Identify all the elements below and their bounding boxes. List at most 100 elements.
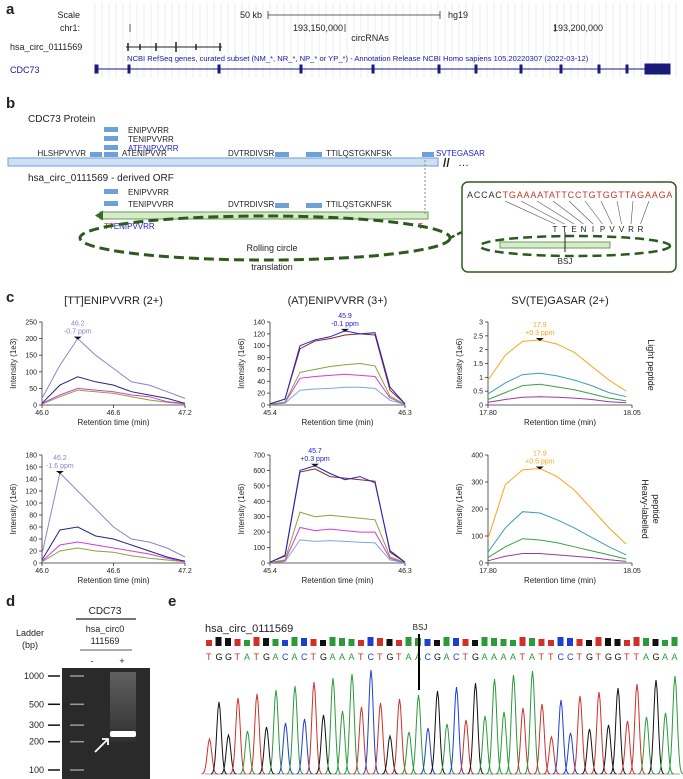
quality-bar	[671, 637, 678, 646]
residue: N	[581, 225, 587, 234]
series-line	[269, 511, 406, 563]
chart: 0 100 200 300 400 500 600 700 45.4 46.3 Retention …	[237, 448, 412, 585]
series-line	[269, 330, 406, 405]
y-tick-label: 20	[257, 391, 265, 398]
ladder-label: 200	[29, 737, 44, 747]
x-tick-label: 46.0	[35, 568, 49, 575]
y-tick-label: 300	[253, 514, 265, 521]
track-label: circRNAs	[351, 33, 389, 43]
series-line	[487, 553, 627, 562]
trace-peak	[372, 702, 389, 775]
y-tick-label: 140	[25, 477, 37, 484]
chart: [TT]ENIPVVRR (2+) 0 50 100 150 200 250 46.0 46.6…	[9, 295, 192, 427]
quality-bar	[310, 639, 317, 646]
quality-bar	[624, 640, 630, 646]
ladder-title: (bp)	[22, 640, 38, 650]
axis	[487, 455, 632, 564]
x-tick-label: 47.2	[178, 568, 192, 575]
trace-peak	[647, 679, 665, 775]
quality-bar	[633, 637, 640, 646]
caption: Rolling circle	[246, 243, 297, 253]
quality-bar	[529, 638, 535, 646]
y-tick-label: 40	[257, 379, 265, 386]
peak-rt: 45.9	[338, 313, 352, 320]
y-tick-label: 100	[471, 534, 483, 541]
chr-label: chr1:	[60, 23, 80, 33]
y-axis-label: Intensity (1e6)	[237, 338, 246, 389]
series-line	[41, 547, 186, 563]
trace-peak	[524, 670, 541, 775]
trace-peak	[552, 699, 570, 775]
x-tick-label: 46.3	[398, 568, 412, 575]
trace-peak	[467, 682, 484, 775]
trace-peak	[581, 728, 598, 775]
y-tick-label: 2.5	[473, 333, 483, 340]
chart: (AT)ENIPVVRR (3+) 0 20 40 60 80 100 120 140 45.4 4…	[237, 295, 412, 427]
series-line	[487, 339, 627, 392]
y-tick-label: 100	[253, 545, 265, 552]
quality-bar	[595, 637, 602, 646]
series-line	[41, 389, 186, 405]
trace-peak	[286, 685, 304, 775]
residue: R	[638, 225, 644, 234]
peak-rt: 45.7	[308, 448, 322, 455]
residue: P	[600, 225, 605, 234]
gene-name: CDC73	[10, 65, 40, 75]
peak-rt: 17.9	[533, 322, 547, 329]
y-axis-label: Intensity (1e6)	[237, 483, 246, 534]
quality-bar	[291, 637, 298, 646]
trace-peak	[353, 706, 370, 775]
x-tick-label: 46.3	[398, 410, 412, 417]
trace-peak	[505, 674, 522, 775]
coordinate: 193,200,000	[553, 23, 603, 33]
quality-bar	[301, 638, 307, 646]
peptide: DVTRDIVSR	[228, 200, 274, 209]
trace-peak	[448, 686, 465, 775]
y-tick-label: 1	[479, 375, 483, 382]
codon-link	[584, 200, 603, 225]
trace-peak	[609, 687, 627, 775]
quality-bar	[443, 637, 450, 646]
y-tick-label: 60	[257, 367, 265, 374]
quality-bar	[320, 640, 326, 646]
x-tick-label: 47.2	[178, 410, 192, 417]
y-tick-label: 250	[25, 320, 37, 327]
series-line	[487, 511, 627, 556]
trace-peak	[619, 720, 636, 775]
refseq-label: NCBI RefSeq genes, curated subset (NM_*,…	[127, 54, 589, 63]
inset-sequence: ACCACTGAAAATATTCCTGTGGTTAGAAGA	[467, 190, 673, 200]
gel-title: CDC73	[89, 606, 122, 617]
series-line	[487, 396, 627, 404]
series-line	[269, 362, 406, 405]
ladder-label: 1000	[24, 671, 44, 681]
row-label: Light peptide	[646, 339, 656, 391]
x-axis-label: Retention time (min)	[301, 576, 373, 585]
y-tick-label: 20	[29, 549, 37, 556]
x-tick-label: 45.4	[263, 410, 277, 417]
peak-marker	[341, 328, 349, 332]
peak-marker	[311, 463, 319, 467]
x-axis-label: Retention time (min)	[77, 576, 149, 585]
rolling-circle	[78, 214, 452, 262]
row-label: peptide	[651, 494, 661, 524]
lane-label: -	[91, 656, 94, 666]
peptide: ENIPVVRR	[128, 126, 169, 135]
quality-bar	[272, 639, 279, 646]
peak-ppm: +0.3 ppm	[525, 330, 555, 337]
peak-marker	[55, 471, 64, 474]
gene-track	[94, 63, 671, 75]
residue: T	[553, 225, 558, 234]
trace-peak	[296, 718, 313, 775]
trace-peak	[571, 695, 589, 775]
quality-bar	[662, 640, 668, 646]
series-line	[41, 387, 186, 404]
series-line	[487, 372, 627, 398]
trace-peak	[514, 707, 532, 775]
sanger-title: hsa_circ_0111569	[205, 623, 293, 635]
trace-peak	[362, 669, 380, 775]
scale-bar	[267, 11, 441, 19]
peptide: DVTRDIVSR	[228, 149, 274, 158]
y-tick-label: 50	[29, 386, 37, 393]
quality-bar	[510, 640, 516, 646]
browser-background	[94, 3, 677, 78]
